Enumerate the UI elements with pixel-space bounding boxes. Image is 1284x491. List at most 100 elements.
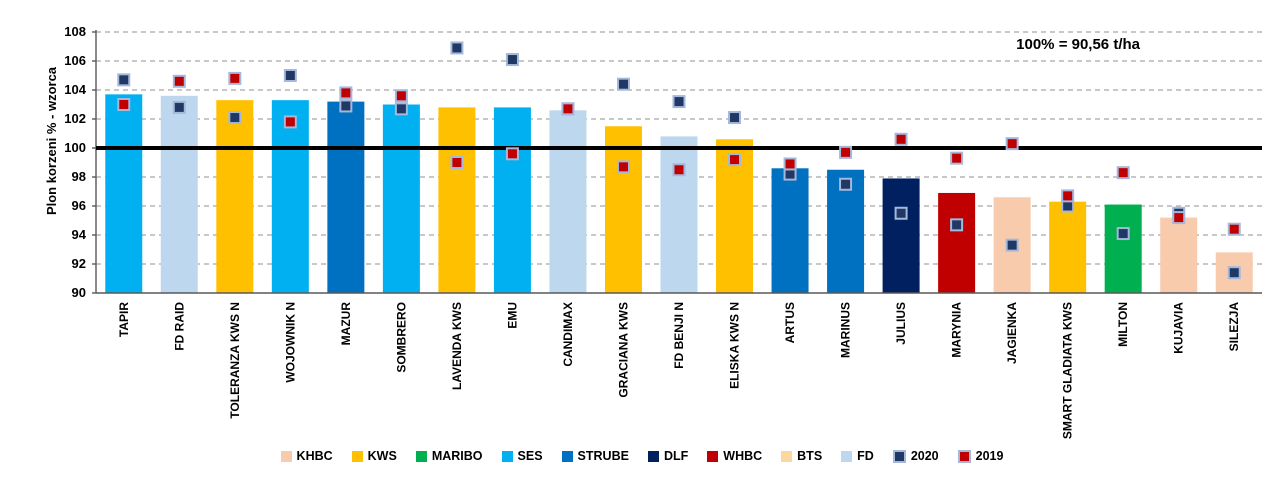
y-tick-label-98: 98	[71, 169, 86, 184]
marker-2020-TAPIR	[117, 73, 131, 87]
bar-MILTON	[1104, 204, 1142, 293]
marker-2020-MARYNIA	[950, 218, 964, 232]
legend-item-STRUBE: STRUBE	[561, 449, 629, 463]
x-label-MILTON: MILTON	[1116, 302, 1130, 347]
x-label-SMART GLADIATA KWS: SMART GLADIATA KWS	[1061, 302, 1075, 439]
annotation-100pct: 100% = 90,56 t/ha	[1016, 36, 1140, 53]
legend-label-MARIBO: MARIBO	[431, 449, 483, 463]
marker-2019-MAZUR	[339, 86, 353, 100]
legend-swatch-2020	[892, 449, 906, 463]
y-tick-label-94: 94	[71, 227, 86, 242]
legend-item-SES: SES	[501, 449, 543, 463]
x-label-MARINUS: MARINUS	[839, 302, 853, 358]
legend-label-WHBC: WHBC	[723, 449, 763, 463]
legend-label-FD: FD	[857, 449, 874, 463]
legend-label-2020: 2020	[910, 449, 939, 463]
marker-2020-TOLERANZA KWS N	[228, 111, 242, 125]
x-label-SOMBRERO: SOMBRERO	[394, 302, 408, 373]
y-tick-label-104: 104	[64, 82, 86, 97]
legend: KHBC KWS MARIBO SES STRUBE DLF WHBC BTS FD 2020 20…	[0, 449, 1284, 463]
x-label-TOLERANZA KWS N: TOLERANZA KWS N	[228, 302, 242, 419]
marker-2020-FD RAID	[172, 100, 186, 114]
legend-label-SES: SES	[517, 449, 543, 463]
marker-2019-MARYNIA	[950, 151, 964, 165]
bar-CANDIMAX	[549, 110, 587, 293]
y-tick-label-102: 102	[64, 111, 86, 126]
marker-2019-TAPIR	[117, 98, 131, 111]
legend-item-WHBC: WHBC	[707, 449, 762, 463]
x-label-GRACIANA KWS: GRACIANA KWS	[616, 302, 630, 398]
legend-swatch-DLF	[647, 450, 659, 462]
marker-2019-SMART GLADIATA KWS	[1061, 189, 1075, 203]
marker-2020-WOJOWNIK N	[283, 69, 297, 82]
marker-2020-GRACIANA KWS	[616, 77, 630, 91]
legend-item-KHBC: KHBC	[280, 449, 333, 463]
marker-2019-SOMBRERO	[394, 89, 408, 103]
x-label-ARTUS: ARTUS	[783, 302, 797, 343]
marker-2019-ARTUS	[783, 157, 797, 171]
bar-FD BENJI N	[660, 136, 698, 293]
legend-swatch-BTS	[781, 450, 793, 462]
legend-item-KWS: KWS	[351, 449, 397, 463]
marker-2020-SILEZJA	[1227, 266, 1241, 280]
legend-swatch-STRUBE	[561, 450, 573, 462]
marker-2019-MARINUS	[839, 145, 853, 159]
x-label-JULIUS: JULIUS	[894, 302, 908, 345]
marker-2019-TOLERANZA KWS N	[228, 71, 242, 85]
marker-2019-KUJAVIA	[1172, 211, 1186, 225]
x-label-SILEZJA: SILEZJA	[1227, 302, 1241, 352]
marker-2019-JAGIENKA	[1005, 137, 1019, 151]
marker-2019-JULIUS	[894, 132, 908, 146]
x-label-TAPIR: TAPIR	[117, 302, 131, 337]
marker-2019-ELISKA KWS N	[728, 153, 742, 167]
marker-2019-FD RAID	[172, 74, 186, 88]
marker-2020-MILTON	[1116, 227, 1130, 241]
x-label-MAZUR: MAZUR	[339, 302, 353, 346]
legend-label-STRUBE: STRUBE	[577, 449, 629, 463]
legend-label-BTS: BTS	[797, 449, 823, 463]
marker-2020-MAZUR	[339, 99, 353, 113]
x-label-WOJOWNIK N: WOJOWNIK N	[283, 302, 297, 383]
legend-item-2020: 2020	[892, 449, 939, 463]
marker-2020-JAGIENKA	[1005, 238, 1019, 252]
bar-LAVENDA KWS	[438, 107, 476, 294]
y-tick-label-90: 90	[71, 285, 86, 300]
y-tick-label-100: 100	[64, 140, 86, 155]
legend-label-KWS: KWS	[367, 449, 397, 463]
legend-swatch-SES	[501, 450, 513, 462]
marker-2019-GRACIANA KWS	[616, 160, 630, 174]
x-label-EMU: EMU	[505, 302, 519, 329]
legend-label-DLF: DLF	[663, 449, 689, 463]
bar-WOJOWNIK N	[271, 100, 309, 294]
marker-2020-MARINUS	[839, 177, 853, 191]
marker-2020-SOMBRERO	[394, 102, 408, 116]
x-label-JAGIENKA: JAGIENKA	[1005, 302, 1019, 364]
y-tick-label-92: 92	[71, 256, 86, 271]
bar-GRACIANA KWS	[604, 126, 642, 293]
marker-2019-FD BENJI N	[672, 163, 686, 177]
marker-2020-ELISKA KWS N	[728, 111, 742, 125]
legend-swatch-WHBC	[707, 450, 719, 462]
bar-TOLERANZA KWS N	[216, 100, 254, 294]
legend-label-KHBC: KHBC	[296, 449, 333, 463]
legend-item-DLF: DLF	[647, 449, 689, 463]
bar-EMU	[493, 107, 531, 294]
bar-TAPIR	[105, 94, 143, 293]
marker-2019-CANDIMAX	[561, 102, 575, 116]
bar-FD RAID	[160, 95, 198, 293]
bar-SMART GLADIATA KWS	[1049, 201, 1087, 293]
bar-KUJAVIA	[1160, 217, 1198, 293]
x-label-FD RAID: FD RAID	[172, 302, 186, 351]
x-label-LAVENDA KWS: LAVENDA KWS	[450, 302, 464, 390]
marker-2020-EMU	[505, 53, 519, 67]
x-label-KUJAVIA: KUJAVIA	[1172, 302, 1186, 354]
marker-2019-MILTON	[1116, 166, 1130, 180]
legend-swatch-2019	[957, 449, 971, 463]
bar-JULIUS	[882, 178, 920, 293]
legend-item-FD: FD	[841, 449, 874, 463]
marker-2019-EMU	[505, 147, 519, 161]
legend-item-MARIBO: MARIBO	[415, 449, 483, 463]
marker-2019-WOJOWNIK N	[283, 115, 297, 129]
